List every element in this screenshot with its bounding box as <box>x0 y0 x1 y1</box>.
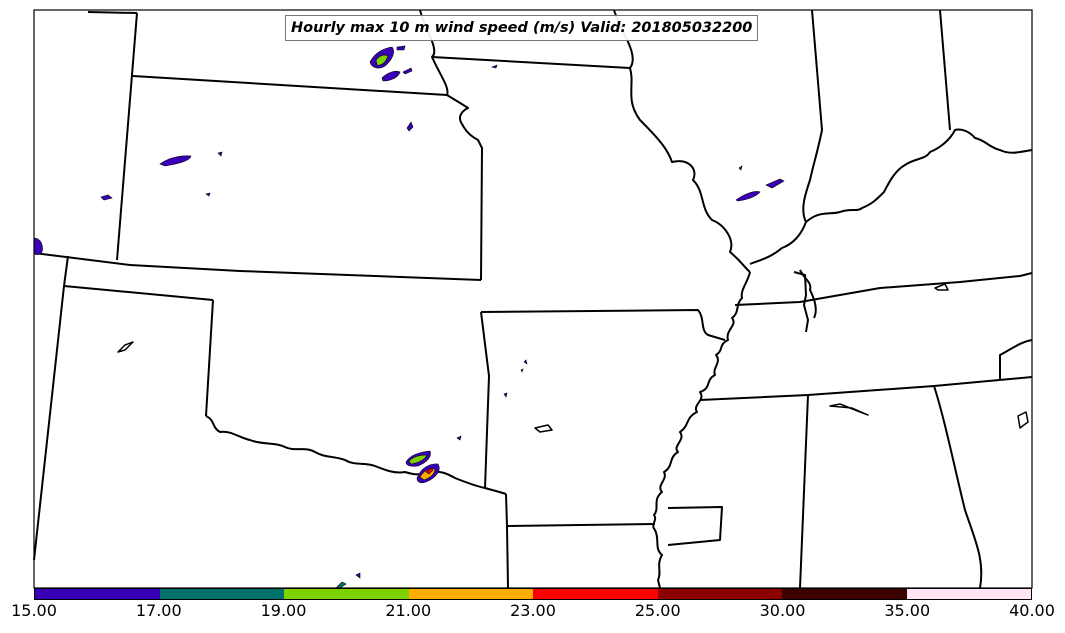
boundary-ohio-river <box>805 128 1033 223</box>
lake-oklahoma <box>534 424 553 433</box>
boundary-sd-ne-south <box>87 11 138 14</box>
contour-ks-5 <box>205 192 211 197</box>
boundary-ks-mo <box>446 94 483 281</box>
boundary-nm-west <box>33 285 65 561</box>
boundary-ok-ar <box>480 311 490 489</box>
contour-ok-6 <box>456 435 462 441</box>
colorbar <box>34 588 1032 600</box>
boundary-co-south <box>33 252 482 281</box>
contour-ne-3 <box>381 70 401 82</box>
contour-ne-2 <box>375 54 389 66</box>
contour-ar-3 <box>503 392 508 398</box>
lake-tn <box>934 283 949 291</box>
colorbar-segment <box>533 589 658 599</box>
boundary-ky-tn <box>734 272 1033 306</box>
colorbar-tick-label: 35.00 <box>884 601 931 620</box>
contour-il-3 <box>738 165 743 171</box>
colorbar-tick-label: 25.00 <box>634 601 681 620</box>
boundary-mo-ar <box>480 309 726 341</box>
lake-nm <box>117 341 134 353</box>
map-background <box>34 10 1032 588</box>
boundary-ar-la <box>506 523 656 527</box>
contour-ar-2 <box>520 368 524 373</box>
boundary-tx-nm <box>205 299 214 417</box>
boundary-wy-west <box>116 12 138 261</box>
contour-ks-1 <box>406 121 414 132</box>
colorbar-tick-label: 19.00 <box>260 601 307 620</box>
boundary-in-oh <box>939 9 951 131</box>
contour-ks-2 <box>159 155 192 167</box>
wind-contours <box>33 45 785 589</box>
boundary-co-ks <box>63 255 69 287</box>
colorbar-segment <box>657 589 782 599</box>
colorbar-segment <box>408 589 533 599</box>
colorbar-tick-label: 17.00 <box>135 601 182 620</box>
boundary-mississippi-upper <box>613 9 751 273</box>
colorbar-tick-label: 23.00 <box>510 601 556 620</box>
boundary-ms-al <box>799 394 809 589</box>
colorbar-segment <box>284 589 409 599</box>
boundary-red-river <box>205 415 507 495</box>
boundary-cumberland-river <box>799 269 817 319</box>
boundary-nc-sc <box>999 339 1033 380</box>
contour-ne-5 <box>402 67 413 75</box>
map-title: Hourly max 10 m wind speed (m/s) Valid: … <box>285 15 759 41</box>
boundary-ne-south <box>132 75 448 96</box>
boundary-tn-south <box>699 376 1033 401</box>
contour-ne-4 <box>396 45 406 51</box>
state-boundaries <box>33 9 1033 589</box>
contour-ok-5 <box>425 467 434 475</box>
boundary-ms-la <box>667 506 723 546</box>
colorbar-segment <box>782 589 907 599</box>
contour-ks-4 <box>217 151 223 157</box>
colorbar-tick-label: 40.00 <box>1009 601 1055 620</box>
colorbar-segment <box>35 589 160 599</box>
colorbar-tick-label: 30.00 <box>759 601 806 620</box>
lake-ga <box>1017 411 1029 429</box>
colorbar-segment <box>159 589 284 599</box>
contour-tx-2 <box>355 572 361 579</box>
contour-ks-3 <box>100 194 113 201</box>
colorbar-tick-label: 15.00 <box>11 601 57 620</box>
contour-il-1 <box>735 191 761 202</box>
contour-ok-2 <box>408 454 428 465</box>
colorbar-tick-label: 21.00 <box>385 601 432 620</box>
contour-il-2 <box>765 178 785 189</box>
lake-al <box>829 403 869 416</box>
contour-ar-1 <box>523 359 528 365</box>
colorbar-segment <box>906 589 1031 599</box>
contour-ne-6 <box>491 64 498 69</box>
boundary-ia-south <box>431 56 631 69</box>
boundary-al-ga <box>933 385 983 589</box>
boundary-nm-north <box>63 285 214 301</box>
boundary-mississippi-lower <box>652 271 751 589</box>
